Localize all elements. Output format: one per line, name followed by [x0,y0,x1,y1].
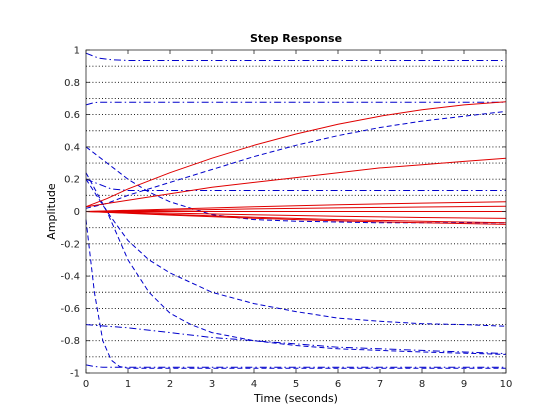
series-line [85,219,506,369]
y-tick-label: -0.8 [60,336,80,347]
series-line [85,172,507,355]
x-tick-label: 6 [335,379,341,390]
series-line [85,211,507,219]
series-line [85,178,507,327]
x-tick-label: 0 [83,379,89,390]
x-tick-label: 2 [167,379,173,390]
y-tick-label: 0.2 [64,175,80,186]
y-tick-label: 0 [74,207,80,218]
series-layer [85,52,507,369]
x-tick-label: 3 [209,379,215,390]
x-tick-label: 5 [293,379,299,390]
series-line [85,157,507,208]
series-line [85,52,506,61]
series-line [85,146,506,224]
x-axis-label: Time (seconds) [253,392,338,405]
series-line [85,110,507,209]
series-line [85,324,507,355]
x-tick-label: 1 [125,379,131,390]
x-tick-label: 8 [419,379,425,390]
y-tick-label: -0.2 [60,239,80,250]
x-tick-label: 7 [377,379,383,390]
y-tick-label: 0.4 [64,142,80,153]
series-line [85,211,507,225]
series-line [85,201,507,212]
y-tick-label: -0.6 [60,304,80,315]
series-line [85,364,506,368]
y-axis-label: Amplitude [45,183,58,240]
chart-title: Step Response [250,32,342,45]
x-tick-label: 4 [251,379,257,390]
ticks-layer: 0 1 2 3 4 5 6 7 8 9 10 1 0.8 0.6 0.4 0.2 0 -0.2 -0.4 -0.6 -0… [60,46,512,391]
y-tick-label: -0.4 [60,272,80,283]
x-tick-label: 9 [461,379,467,390]
y-tick-label: -1 [70,369,80,380]
y-tick-label: 0.6 [64,110,80,121]
series-line [85,205,507,212]
x-tick-label: 10 [500,379,513,390]
series-line [85,101,507,208]
y-tick-label: 0.8 [64,78,80,89]
series-line [85,101,506,106]
series-line [85,178,506,191]
y-tick-label: 1 [74,46,80,57]
series-line [85,211,507,224]
